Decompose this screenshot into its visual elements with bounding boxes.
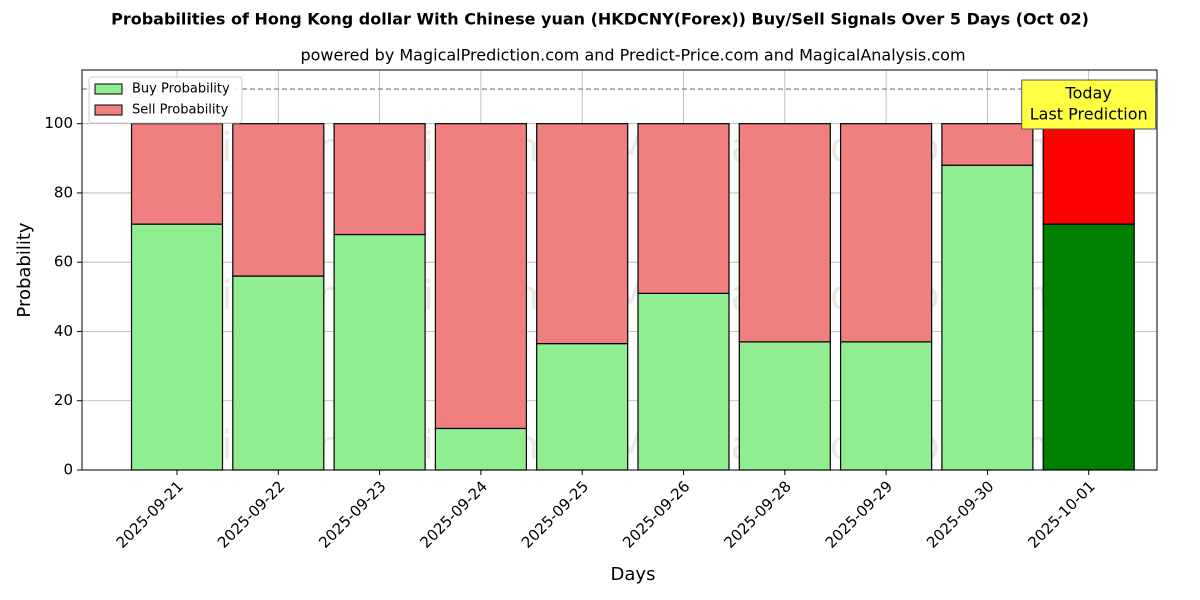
- bar-segment: [839, 341, 933, 471]
- bar-segment: [738, 123, 831, 343]
- x-tick-label: 2025-09-30: [923, 477, 997, 551]
- annotation-box: [1021, 79, 1157, 130]
- annotation-text: Last Prediction: [1030, 105, 1148, 124]
- x-axis-label: Days: [611, 564, 656, 585]
- bar-segment: [333, 233, 426, 471]
- x-tick-label: 2025-09-24: [417, 477, 491, 551]
- legend-swatch: [94, 83, 123, 95]
- bar-segment: [1042, 223, 1135, 471]
- y-tick-label: 100: [44, 114, 73, 132]
- y-tick-label: 0: [63, 461, 73, 479]
- bar-segment: [941, 123, 1034, 166]
- y-tick-label: 60: [54, 253, 73, 271]
- bar-segment: [232, 275, 325, 471]
- bar-segment: [1042, 123, 1135, 225]
- bar-segment: [434, 123, 527, 430]
- bar-segment: [434, 427, 527, 471]
- legend-label: Sell Probability: [132, 103, 229, 118]
- bar-segment: [839, 123, 933, 343]
- legend-box: [88, 76, 243, 124]
- chart-title: Probabilities of Hong Kong dollar With C…: [111, 10, 1089, 29]
- y-tick-label: 20: [54, 391, 73, 409]
- bar-segment: [637, 292, 730, 471]
- bar-segment: [637, 123, 730, 294]
- bar-segment: [130, 123, 224, 225]
- bar-segment: [536, 123, 629, 345]
- x-tick-label: 2025-09-21: [113, 477, 187, 551]
- bar-segment: [941, 164, 1034, 471]
- plot-frame: [81, 69, 1158, 471]
- annotation-text: Today: [1065, 84, 1112, 103]
- bar-segment: [232, 123, 325, 277]
- legend-label: Buy Probability: [132, 82, 230, 97]
- x-tick-label: 2025-09-26: [619, 477, 693, 551]
- x-tick-label: 2025-09-23: [315, 477, 389, 551]
- bar-segment: [130, 223, 224, 471]
- bar-segment: [333, 123, 426, 236]
- x-tick-label: 2025-09-25: [518, 477, 592, 551]
- x-tick-label: 2025-09-28: [720, 477, 794, 551]
- legend: Buy Probability Sell Probability: [88, 76, 243, 124]
- bar-segment: [536, 342, 629, 471]
- x-tick-label: 2025-09-29: [822, 477, 896, 551]
- y-tick-label: 80: [54, 183, 73, 201]
- bar-segment: [738, 341, 831, 471]
- chart-subtitle: powered by MagicalPrediction.com and Pre…: [300, 46, 965, 65]
- x-tick-label: 2025-09-22: [214, 477, 288, 551]
- y-tick-label: 40: [54, 322, 73, 340]
- y-axis-label: Probability: [14, 222, 35, 317]
- x-tick-label: 2025-10-01: [1024, 477, 1098, 551]
- legend-swatch: [94, 104, 123, 116]
